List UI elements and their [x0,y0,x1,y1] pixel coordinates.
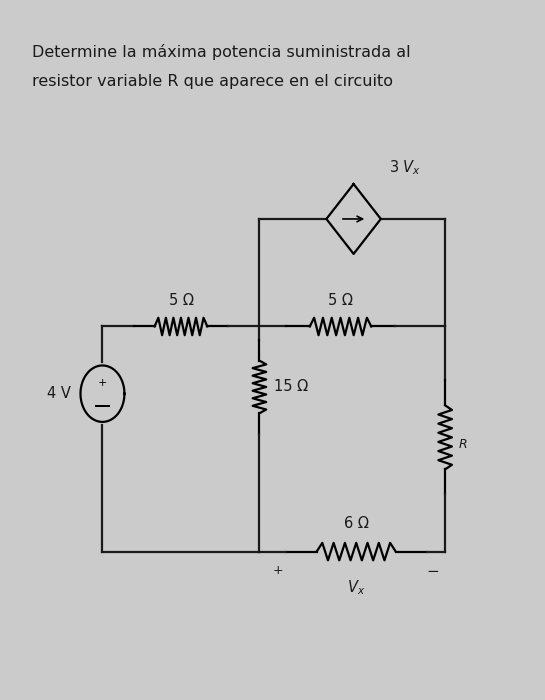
Text: +: + [98,378,107,388]
Text: 5 Ω: 5 Ω [328,293,353,308]
Text: 3 $V_x$: 3 $V_x$ [389,159,421,177]
Text: 5 Ω: 5 Ω [168,293,193,308]
Text: R: R [458,438,467,451]
Text: 15 Ω: 15 Ω [274,379,308,395]
Text: 6 Ω: 6 Ω [344,517,368,531]
Text: 4 V: 4 V [47,386,71,401]
Text: Determine la máxima potencia suministrada al: Determine la máxima potencia suministrad… [32,44,410,60]
Text: resistor variable R que aparece en el circuito: resistor variable R que aparece en el ci… [32,74,393,90]
Text: $V_x$: $V_x$ [347,578,365,597]
Text: +: + [272,564,283,577]
Text: −: − [427,564,439,579]
